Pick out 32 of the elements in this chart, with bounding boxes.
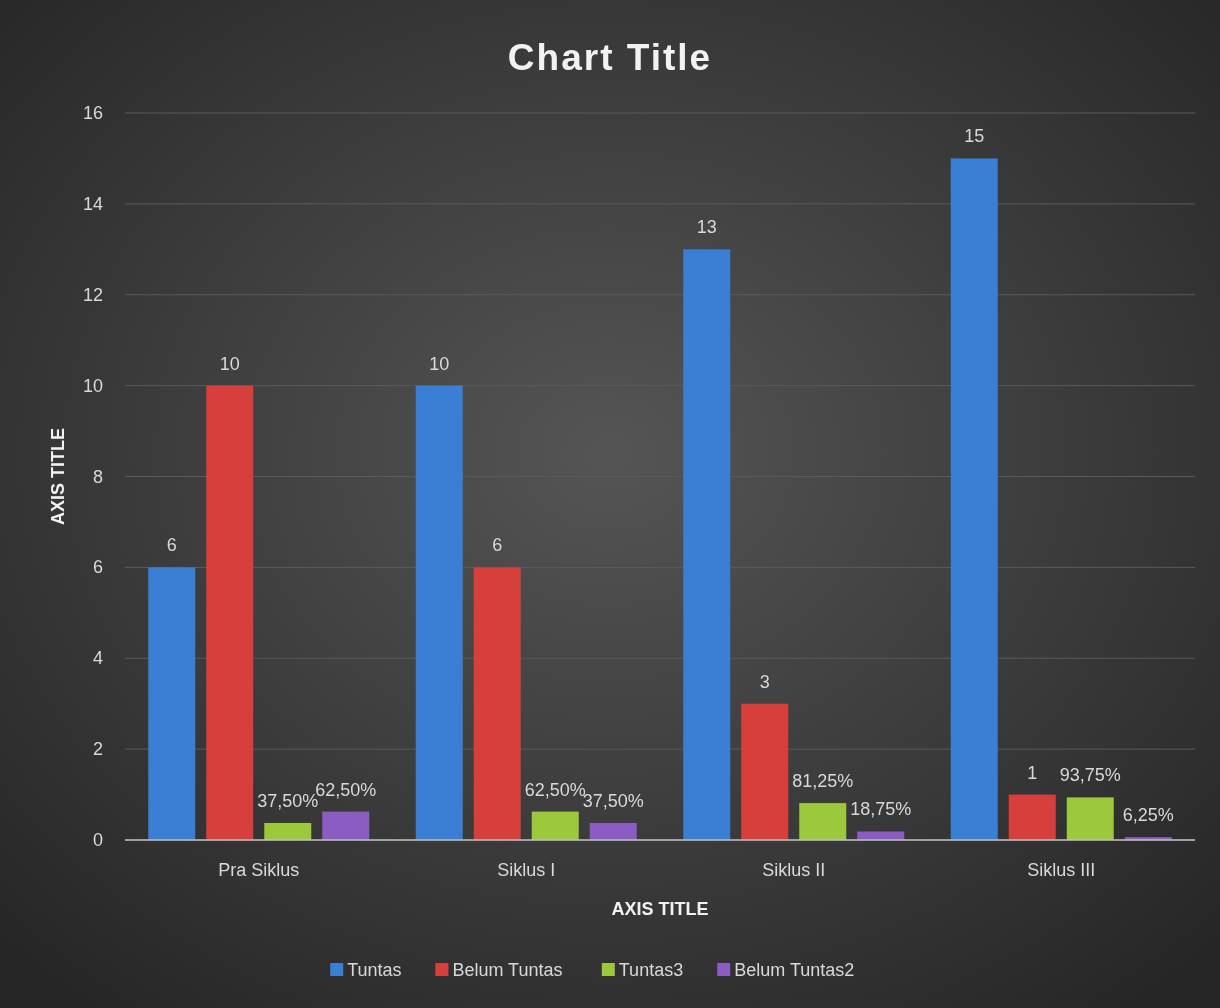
- data-label: 3: [759, 671, 770, 692]
- legend-label: Belum Tuntas: [452, 960, 563, 980]
- legend-label: Tuntas: [347, 960, 402, 980]
- data-label: 93,75%: [1059, 765, 1121, 786]
- y-axis-title: AXIS TITLE: [48, 427, 68, 526]
- y-tick-label: 2: [92, 739, 103, 760]
- data-label: 10: [219, 353, 240, 374]
- data-label: 81,25%: [792, 771, 854, 792]
- data-label: 6: [492, 535, 503, 556]
- x-tick-label: Siklus II: [762, 860, 826, 880]
- x-tick-label: Siklus I: [497, 860, 556, 880]
- data-label: 10: [429, 353, 450, 374]
- legend-label: Belum Tuntas2: [734, 960, 855, 980]
- chart-title: Chart Title: [507, 37, 713, 78]
- x-tick-label: Pra Siklus: [218, 860, 300, 880]
- data-label: 1: [1027, 762, 1038, 783]
- y-tick-label: 12: [82, 284, 103, 305]
- x-axis-title: AXIS TITLE: [611, 899, 709, 919]
- y-tick-label: 4: [92, 648, 103, 669]
- data-label: 6,25%: [1122, 805, 1174, 826]
- y-tick-label: 8: [92, 466, 103, 487]
- y-tick-label: 16: [82, 103, 103, 123]
- data-label: 6: [166, 535, 177, 556]
- data-label: 15: [964, 126, 985, 147]
- y-tick-label: 10: [82, 375, 103, 396]
- data-label: 13: [696, 217, 717, 238]
- y-tick-label: 0: [92, 830, 103, 850]
- y-tick-label: 14: [82, 193, 103, 214]
- x-tick-label: Siklus III: [1027, 860, 1096, 880]
- data-label: 18,75%: [850, 799, 912, 820]
- y-tick-label: 6: [92, 557, 103, 578]
- legend-label: Tuntas3: [618, 960, 684, 980]
